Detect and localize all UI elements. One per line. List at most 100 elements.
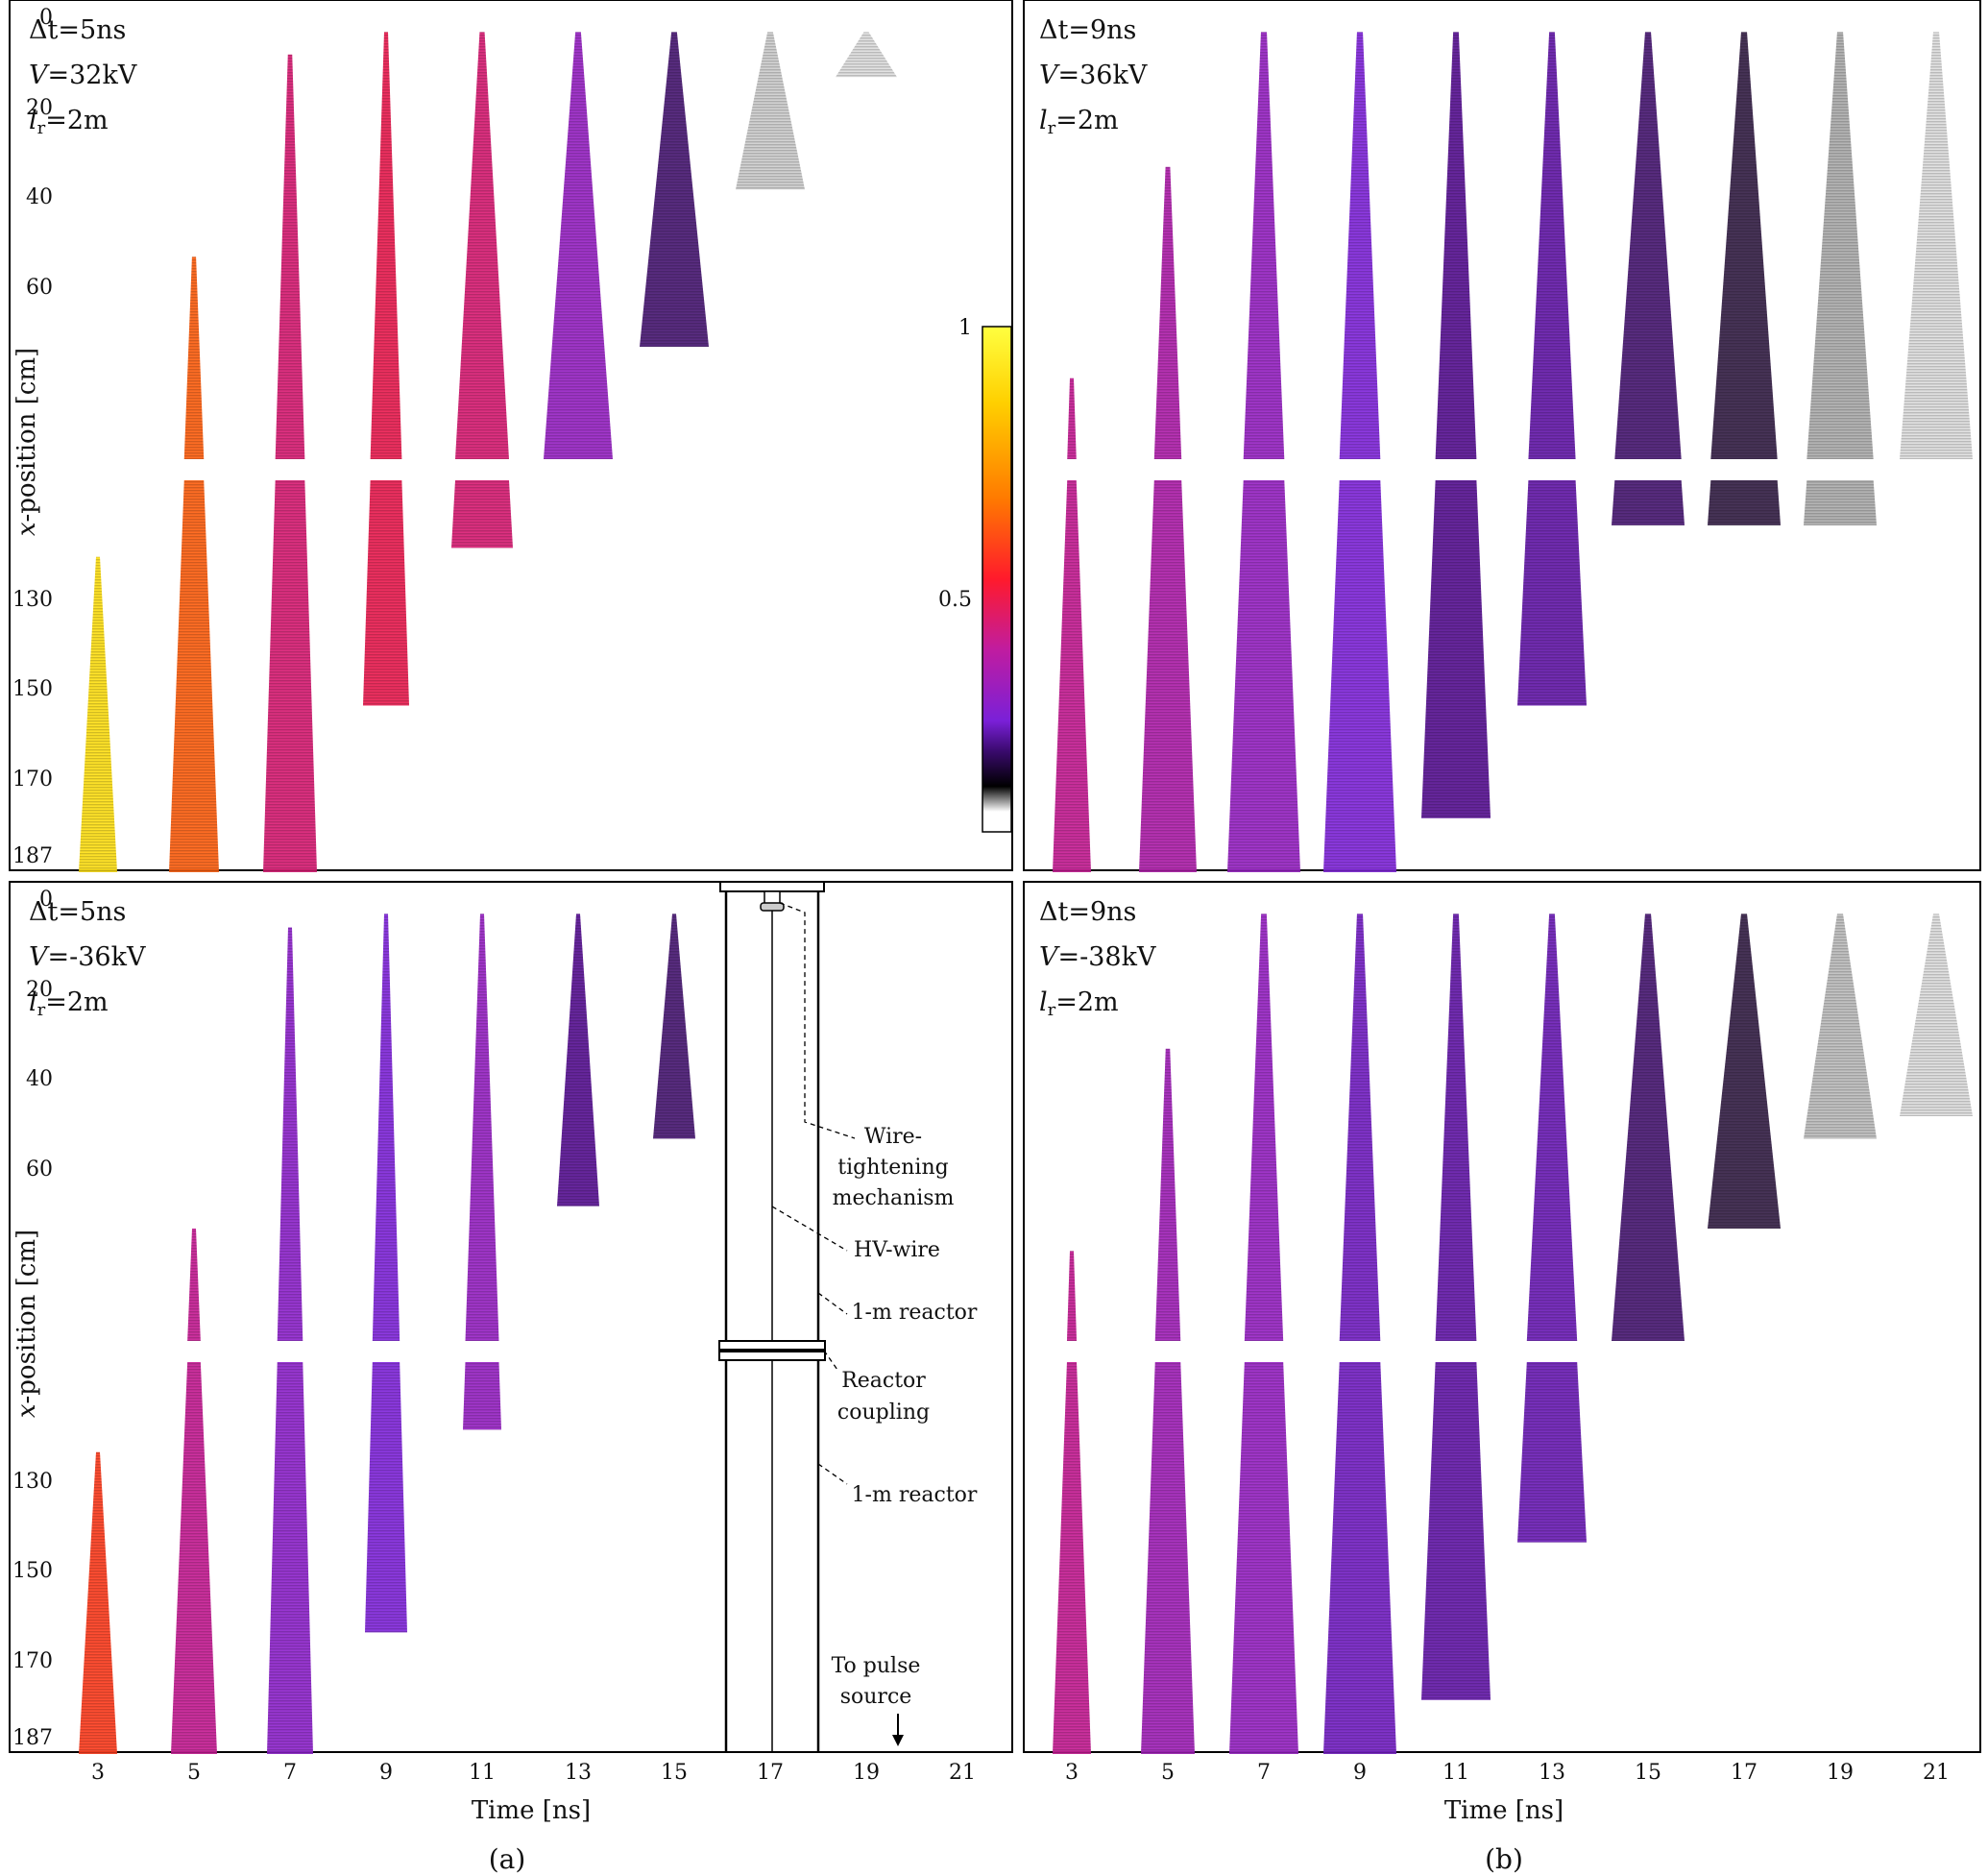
streamer-texture	[451, 480, 513, 548]
streamer-texture	[1517, 1362, 1587, 1543]
streamer-texture	[653, 914, 695, 1139]
streamer-texture	[557, 914, 599, 1206]
ylabel-top: x-position [cm]	[12, 348, 41, 536]
streamer-texture	[1804, 480, 1877, 525]
ytick-label: 130	[12, 1470, 53, 1494]
streamer-texture	[1421, 1362, 1491, 1700]
streamer-texture	[263, 480, 317, 873]
xtick-label: 11	[469, 1761, 496, 1785]
xtick-label: 9	[379, 1761, 393, 1785]
ytick-label: 40	[26, 185, 53, 209]
ytick-label: 20	[26, 978, 53, 1002]
streamer-texture	[1339, 32, 1381, 459]
streamer-texture	[79, 556, 117, 873]
reactor-labels: Wire- tightening mechanism HV-wire 1-m r…	[832, 1125, 978, 1709]
param-dt: Δt=5ns	[29, 15, 126, 45]
streamer-texture	[1708, 914, 1781, 1229]
reactor-top-flange	[719, 881, 825, 892]
xtick-label: 5	[1161, 1761, 1175, 1785]
params-b-bottom: Δt=9ns V=-38kV lr=2m	[1039, 897, 1156, 1020]
hv-wire-label: HV-wire	[854, 1238, 940, 1262]
xlabel-b: Time [ns]	[1444, 1796, 1564, 1825]
params-a-bottom: Δt=5ns V=-36kV lr=2m	[29, 897, 146, 1020]
streamer-texture	[544, 32, 613, 459]
colorbar-gradient	[982, 326, 1012, 833]
streamer-texture	[1900, 32, 1973, 459]
xtick-label: 13	[565, 1761, 592, 1785]
colorbar-mid-label: 0.5	[938, 588, 972, 612]
streamer-texture	[1243, 32, 1285, 459]
ytick-label: 187	[12, 1726, 53, 1750]
streamer-texture	[1053, 480, 1091, 873]
streamer-texture	[1517, 480, 1587, 706]
streamer-texture	[277, 927, 303, 1341]
xtick-label: 13	[1539, 1761, 1565, 1785]
params-a-top: Δt=5ns V=32kV lr=2m	[29, 15, 137, 138]
ytick-label: 170	[12, 767, 53, 792]
xtick-label: 3	[91, 1761, 105, 1785]
ytick-label: 40	[26, 1067, 53, 1091]
streamer-texture	[1526, 914, 1578, 1341]
streamer-texture	[463, 1362, 501, 1430]
ytick-label: 187	[12, 844, 53, 868]
streamer-texture	[1435, 914, 1477, 1341]
streamer-texture	[1229, 1362, 1298, 1755]
leader-wire	[779, 902, 856, 1139]
xtick-label: 19	[853, 1761, 880, 1785]
upper-reactor-label: 1-m reactor	[852, 1301, 978, 1325]
panel-caption-a: (a)	[489, 1843, 526, 1875]
wire-tightening-base	[760, 902, 785, 912]
streamer-texture	[1323, 1362, 1396, 1755]
xtick-label: 19	[1827, 1761, 1854, 1785]
ytick-label: 150	[12, 1559, 53, 1583]
wire-label: tightening	[837, 1156, 948, 1180]
xtick-label: 21	[1923, 1761, 1950, 1785]
streamer-texture	[1435, 32, 1477, 459]
xtick-label: 15	[661, 1761, 688, 1785]
ytick-label: 0	[39, 888, 53, 912]
xtick-label: 7	[283, 1761, 297, 1785]
xtick-label: 11	[1443, 1761, 1469, 1785]
streamer-texture	[1339, 914, 1381, 1341]
leader-lower-reactor	[817, 1463, 848, 1485]
streamer-texture	[275, 54, 305, 459]
ytick-label: 170	[12, 1649, 53, 1673]
streamer-texture	[183, 256, 205, 459]
pulse-arrow	[892, 1714, 904, 1746]
streamer-texture	[1141, 1362, 1195, 1755]
xtick-label: 9	[1353, 1761, 1367, 1785]
streamer-texture	[1067, 378, 1077, 459]
leader-hv	[771, 1206, 848, 1252]
lower-reactor-label: 1-m reactor	[852, 1483, 978, 1507]
yticks-bottom: 0 20 40 60 130 150 170 187	[12, 888, 53, 1750]
streamer-texture	[1066, 1251, 1078, 1341]
streamer-texture	[1139, 480, 1197, 873]
streamer-texture	[465, 914, 499, 1341]
param-length: lr=2m	[1039, 987, 1119, 1020]
panel-frame-b-top	[1023, 0, 1981, 871]
streamer-texture	[267, 1362, 313, 1755]
streamer-texture	[187, 1229, 201, 1341]
xtick-label: 15	[1635, 1761, 1661, 1785]
reactor-schematic	[718, 881, 826, 1752]
streamer-texture	[171, 1362, 217, 1755]
pulse-source-label: To pulse	[832, 1654, 921, 1678]
param-dt: Δt=5ns	[29, 897, 126, 927]
streamer-texture	[1806, 32, 1874, 459]
streamer-texture	[1710, 32, 1778, 459]
wire-label: mechanism	[833, 1186, 955, 1210]
reactor-leaders	[771, 902, 856, 1485]
streamer-texture	[1708, 480, 1781, 525]
colorbar-max-label: 1	[958, 316, 972, 340]
leader-upper-reactor	[817, 1292, 848, 1315]
streamer-texture	[1614, 32, 1682, 459]
streamer-texture	[836, 32, 897, 78]
streamer-texture	[372, 914, 400, 1341]
param-length: lr=2m	[1039, 106, 1119, 138]
streamer-texture	[1153, 166, 1182, 459]
wire-label: Wire-	[864, 1125, 922, 1149]
param-voltage: V=-38kV	[1039, 942, 1156, 972]
reactor-coupling-lower	[718, 1351, 826, 1361]
xticks-a: 3 5 7 9 11 13 15 17 19 21	[91, 1761, 976, 1785]
